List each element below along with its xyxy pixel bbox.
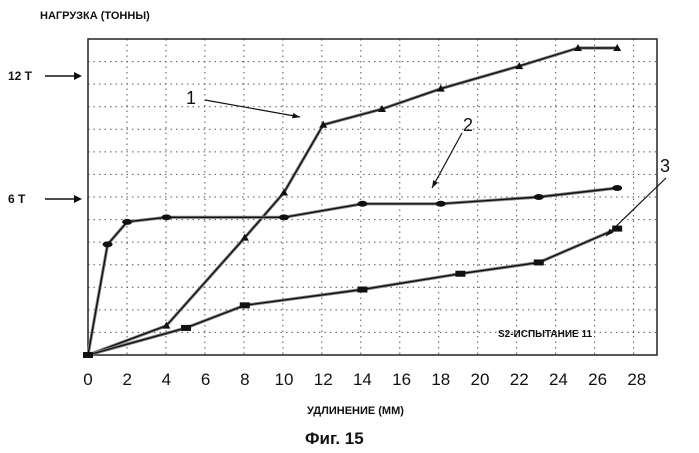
grid	[88, 39, 657, 355]
x-tick-label: 2	[122, 370, 131, 389]
y-axis-label: НАГРУЗКА (ТОННЫ)	[40, 10, 150, 22]
data-point	[436, 201, 446, 207]
data-point	[279, 214, 289, 220]
x-tick-label: 14	[353, 370, 372, 389]
callout-arrowhead	[432, 180, 438, 188]
x-tick-label: 0	[83, 370, 92, 389]
y-level-labels: 12 T 6 T	[8, 69, 82, 206]
callout-pointer	[205, 100, 300, 117]
data-point	[612, 185, 622, 191]
x-tick-label: 26	[588, 370, 607, 389]
x-tick-label: 8	[240, 370, 249, 389]
x-tick-label: 28	[627, 370, 646, 389]
x-tick-label: 6	[201, 370, 210, 389]
x-tick-label: 22	[510, 370, 529, 389]
x-tick-label: 20	[471, 370, 490, 389]
x-tick-label: 10	[275, 370, 294, 389]
level-arrow-head	[74, 72, 82, 80]
test-annotation: S2-ИСПЫТАНИЕ 11	[498, 329, 593, 340]
series-layer: 1 2 3	[83, 44, 670, 358]
figure-caption: Фиг. 15	[305, 429, 364, 448]
x-tick-label: 18	[431, 370, 450, 389]
x-tick-label: 12	[314, 370, 333, 389]
series-halo	[88, 48, 617, 355]
series-callout-label: 1	[186, 88, 196, 108]
data-point	[240, 302, 250, 308]
x-tick-labels: 0246810121416182022242628	[83, 370, 646, 389]
y-level-label: 6 T	[8, 192, 26, 206]
data-point	[357, 201, 367, 207]
data-point	[455, 271, 465, 277]
data-point	[534, 259, 544, 265]
callout-arrowhead	[292, 113, 300, 118]
x-tick-label: 4	[162, 370, 171, 389]
x-tick-label: 16	[392, 370, 411, 389]
series-callout-label: 2	[463, 115, 473, 135]
callout-pointer	[432, 133, 462, 188]
data-point	[103, 241, 113, 247]
x-axis-label: УДЛИНЕНИЕ (ММ)	[307, 405, 404, 417]
data-point	[161, 214, 171, 220]
plot-frame	[88, 39, 657, 355]
data-point	[181, 325, 191, 331]
data-point	[357, 287, 367, 293]
series-callout-label: 3	[660, 156, 670, 176]
data-point	[83, 352, 93, 358]
y-level-label: 12 T	[8, 69, 33, 83]
x-tick-label: 24	[549, 370, 568, 389]
series-line	[88, 48, 617, 355]
data-point	[534, 194, 544, 200]
data-point	[122, 219, 132, 225]
level-arrow-head	[74, 195, 82, 203]
